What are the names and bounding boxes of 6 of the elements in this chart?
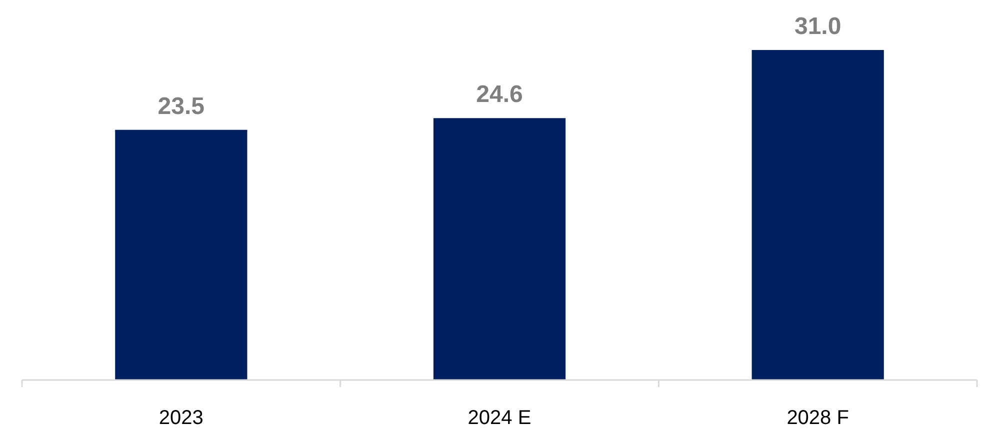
data-label: 23.5: [158, 92, 205, 120]
x-tick-label: 2023: [158, 407, 204, 429]
data-label: 24.6: [476, 81, 523, 108]
x-tick-label: 2028 F: [786, 407, 849, 429]
data-label: 31.0: [794, 13, 842, 40]
x-tick-label: 2024 E: [468, 407, 532, 429]
